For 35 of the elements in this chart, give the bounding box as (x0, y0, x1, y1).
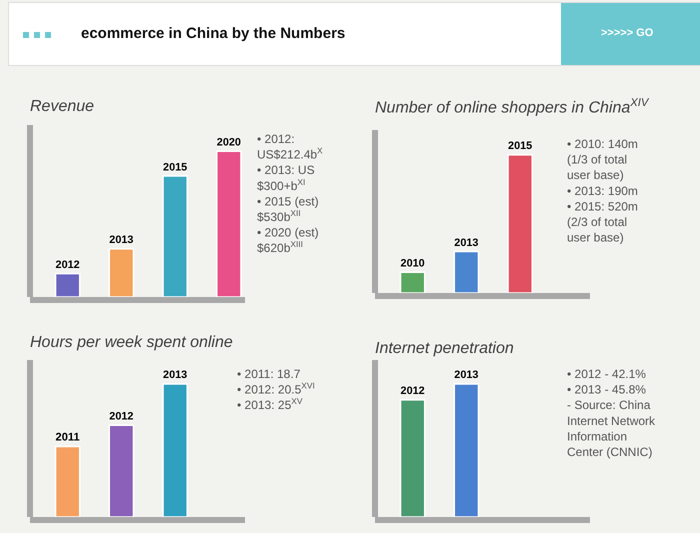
annotation: • 2010: 140m (1/3 of total user base) (567, 137, 638, 182)
bar (162, 175, 188, 297)
x-tick-label: 2015 (163, 161, 188, 174)
x-tick-label: 2020 (216, 136, 241, 149)
x-tick-label: 2015 (508, 140, 532, 152)
annotation: • 2013: 25$^{XV}$ (237, 396, 303, 412)
text: • 2015 (est) $530b$^{XII}$ (257, 194, 319, 224)
text: • 2011: 18.7 (237, 367, 301, 381)
chart-title: Internet penetration (375, 340, 514, 357)
text: ecommerce in China by the Numbers (81, 25, 346, 42)
annotation: • 2012: 20.5$^{XVI}$ (237, 380, 315, 397)
text: >>>>> GO (601, 27, 654, 39)
x-tick-label: 2013 (454, 369, 478, 382)
chart-title: Number of online shoppers in China$^{XIV}$ (375, 97, 650, 117)
text: • 2012 - 42.1% (567, 367, 646, 381)
x-tick-label: 2013 (109, 234, 134, 246)
x-tick-label: 2011 (56, 432, 80, 444)
text: - Source: China Internet Network Information Center (CNNIC) (567, 398, 656, 459)
text: • 2020 (est) $620b$^{XIII}$ (257, 226, 319, 256)
x-tick-label: 2013 (163, 369, 188, 382)
chart-title: Hours per week spent online (30, 334, 233, 351)
x-tick-label: 2012 (400, 385, 425, 398)
x-tick-label: 2013 (454, 236, 478, 249)
x-tick-label: 2010 (400, 258, 425, 270)
x-tick-label: 2012 (109, 410, 134, 422)
annotation: • 2015: 520m (2/3 of total user base) (567, 199, 638, 245)
bar (216, 150, 242, 297)
x-tick-label: 2012 (56, 258, 80, 271)
bar (108, 248, 134, 297)
text: • 2013 - 45.8% (567, 382, 646, 397)
text: • 2013: US $300+b$^{XI}$ (257, 163, 315, 193)
text: • 2012: US$212.4b$^{X}$ (257, 132, 324, 162)
chart-title: Revenue (30, 98, 94, 115)
annotation: • 2013: 190m (567, 184, 638, 198)
bar (54, 272, 80, 297)
